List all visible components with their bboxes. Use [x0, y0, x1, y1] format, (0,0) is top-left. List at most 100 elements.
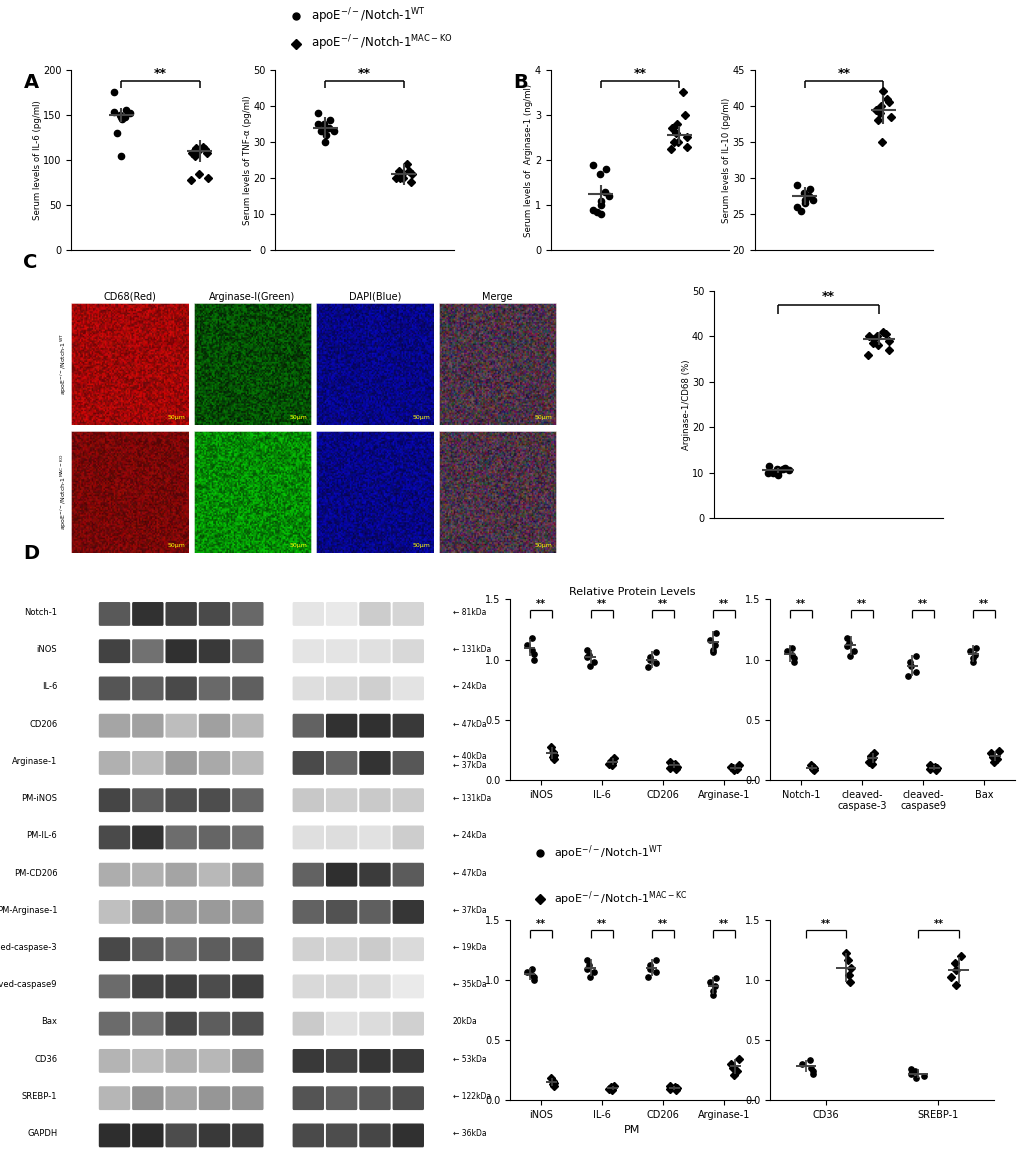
- FancyBboxPatch shape: [392, 1086, 424, 1110]
- FancyBboxPatch shape: [292, 1123, 324, 1148]
- FancyBboxPatch shape: [199, 1012, 230, 1036]
- Y-axis label: Arginase-1/CD68 (%): Arginase-1/CD68 (%): [681, 360, 690, 449]
- Text: 50μm: 50μm: [534, 544, 552, 548]
- FancyBboxPatch shape: [292, 1012, 324, 1036]
- Text: ← 24kDa: ← 24kDa: [452, 831, 486, 840]
- FancyBboxPatch shape: [132, 639, 163, 663]
- FancyBboxPatch shape: [326, 751, 357, 775]
- FancyBboxPatch shape: [199, 974, 230, 999]
- FancyBboxPatch shape: [359, 974, 390, 999]
- FancyBboxPatch shape: [132, 714, 163, 738]
- FancyBboxPatch shape: [165, 863, 197, 887]
- FancyBboxPatch shape: [359, 1012, 390, 1036]
- FancyBboxPatch shape: [99, 751, 130, 775]
- FancyBboxPatch shape: [232, 1086, 263, 1110]
- Text: **: **: [718, 599, 729, 610]
- Text: IL-6: IL-6: [42, 682, 57, 691]
- FancyBboxPatch shape: [326, 1123, 357, 1148]
- FancyBboxPatch shape: [326, 602, 357, 626]
- FancyBboxPatch shape: [326, 639, 357, 663]
- FancyBboxPatch shape: [292, 788, 324, 812]
- FancyBboxPatch shape: [99, 1012, 130, 1036]
- Text: ← 47kDa: ← 47kDa: [452, 868, 486, 878]
- Text: C: C: [23, 253, 38, 271]
- FancyBboxPatch shape: [359, 1086, 390, 1110]
- FancyBboxPatch shape: [232, 900, 263, 924]
- FancyBboxPatch shape: [99, 714, 130, 738]
- Title: Relative Protein Levels: Relative Protein Levels: [569, 588, 695, 597]
- FancyBboxPatch shape: [359, 937, 390, 961]
- FancyBboxPatch shape: [232, 602, 263, 626]
- FancyBboxPatch shape: [392, 1049, 424, 1073]
- Text: ← 53kDa: ← 53kDa: [452, 1055, 486, 1064]
- FancyBboxPatch shape: [232, 676, 263, 701]
- Text: ← 36kDa: ← 36kDa: [452, 1129, 486, 1138]
- Text: Notch-1: Notch-1: [24, 608, 57, 617]
- FancyBboxPatch shape: [99, 1049, 130, 1073]
- Y-axis label: Serum levels of IL-10 (pg/ml): Serum levels of IL-10 (pg/ml): [721, 98, 731, 222]
- FancyBboxPatch shape: [99, 863, 130, 887]
- FancyBboxPatch shape: [292, 900, 324, 924]
- FancyBboxPatch shape: [232, 751, 263, 775]
- Text: cleaved-caspase-3: cleaved-caspase-3: [0, 943, 57, 952]
- FancyBboxPatch shape: [392, 602, 424, 626]
- FancyBboxPatch shape: [232, 1123, 263, 1148]
- FancyBboxPatch shape: [392, 863, 424, 887]
- Text: PM-IL-6: PM-IL-6: [26, 831, 57, 840]
- FancyBboxPatch shape: [99, 1086, 130, 1110]
- Text: ← 37kDa: ← 37kDa: [452, 906, 486, 915]
- Text: **: **: [718, 920, 729, 930]
- FancyBboxPatch shape: [292, 714, 324, 738]
- FancyBboxPatch shape: [99, 639, 130, 663]
- FancyBboxPatch shape: [359, 602, 390, 626]
- FancyBboxPatch shape: [359, 1123, 390, 1148]
- FancyBboxPatch shape: [99, 1123, 130, 1148]
- FancyBboxPatch shape: [132, 1123, 163, 1148]
- FancyBboxPatch shape: [165, 788, 197, 812]
- FancyBboxPatch shape: [132, 863, 163, 887]
- Text: ← 131kDa: ← 131kDa: [452, 794, 490, 803]
- Text: 50μm: 50μm: [412, 544, 430, 548]
- FancyBboxPatch shape: [199, 863, 230, 887]
- FancyBboxPatch shape: [199, 788, 230, 812]
- Text: 50μm: 50μm: [167, 544, 185, 548]
- Text: **: **: [821, 291, 835, 304]
- FancyBboxPatch shape: [292, 863, 324, 887]
- FancyBboxPatch shape: [359, 639, 390, 663]
- Text: **: **: [596, 599, 606, 610]
- Text: **: **: [535, 920, 545, 930]
- FancyBboxPatch shape: [359, 825, 390, 850]
- Text: **: **: [932, 920, 943, 930]
- FancyBboxPatch shape: [292, 751, 324, 775]
- Y-axis label: Serum levels of IL-6 (pg/ml): Serum levels of IL-6 (pg/ml): [33, 100, 42, 220]
- Y-axis label: Serum levels of TNF-α (pg/ml): Serum levels of TNF-α (pg/ml): [243, 95, 252, 225]
- Text: **: **: [657, 599, 667, 610]
- FancyBboxPatch shape: [392, 825, 424, 850]
- Text: **: **: [837, 66, 850, 80]
- Title: Merge: Merge: [482, 292, 512, 301]
- FancyBboxPatch shape: [292, 825, 324, 850]
- FancyBboxPatch shape: [359, 863, 390, 887]
- FancyBboxPatch shape: [392, 900, 424, 924]
- FancyBboxPatch shape: [232, 788, 263, 812]
- FancyBboxPatch shape: [326, 1049, 357, 1073]
- FancyBboxPatch shape: [292, 1049, 324, 1073]
- FancyBboxPatch shape: [99, 676, 130, 701]
- FancyBboxPatch shape: [165, 714, 197, 738]
- Text: **: **: [358, 66, 371, 80]
- FancyBboxPatch shape: [232, 863, 263, 887]
- FancyBboxPatch shape: [99, 974, 130, 999]
- Text: ← 81kDa: ← 81kDa: [452, 608, 486, 617]
- Text: ← 131kDa: ← 131kDa: [452, 645, 490, 654]
- FancyBboxPatch shape: [165, 900, 197, 924]
- FancyBboxPatch shape: [165, 1086, 197, 1110]
- FancyBboxPatch shape: [359, 900, 390, 924]
- FancyBboxPatch shape: [132, 676, 163, 701]
- Text: ← 37kDa: ← 37kDa: [452, 761, 486, 771]
- Text: apoE$^{-/-}$/Notch-1$^{\rm WT}$: apoE$^{-/-}$/Notch-1$^{\rm WT}$: [553, 844, 662, 861]
- Text: iNOS: iNOS: [37, 645, 57, 654]
- Text: **: **: [633, 66, 646, 80]
- Text: Arginase-1: Arginase-1: [12, 757, 57, 766]
- FancyBboxPatch shape: [326, 714, 357, 738]
- FancyBboxPatch shape: [99, 937, 130, 961]
